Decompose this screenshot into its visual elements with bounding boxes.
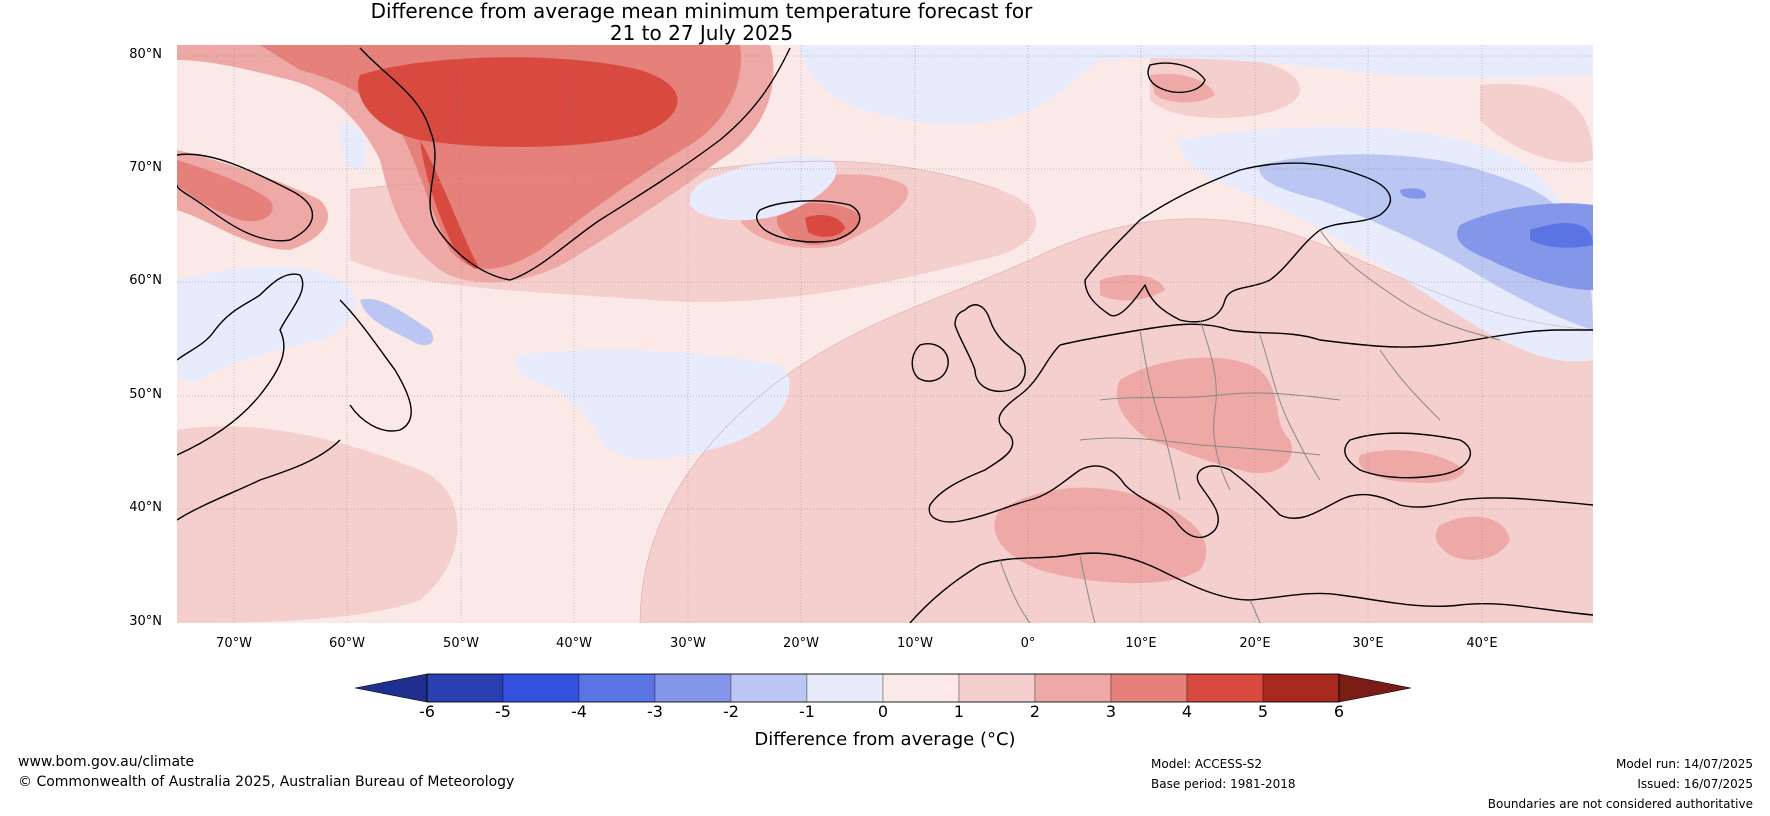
colorbar-tick-label: 6 (1333, 702, 1345, 721)
colorbar-tick-label: 4 (1181, 702, 1193, 721)
anomaly-2-to-3-svalbard (1150, 73, 1215, 103)
anomaly-3-to-4-baffin (177, 160, 273, 222)
model-text: Model: ACCESS-S2 (1151, 757, 1263, 771)
colorbar-segment (958, 673, 1036, 703)
anomaly-minus1-to-0-labrador (177, 266, 355, 382)
colorbar-extend-high (1338, 673, 1412, 703)
anomaly-minus3-to-minus2-white-sea (1400, 188, 1426, 199)
colorbar-segment (654, 673, 732, 703)
lon-label-30w: 30°W (670, 636, 706, 651)
country-borders (999, 229, 1501, 623)
anomaly-1-to-2-novaya-zemlya (1480, 83, 1593, 163)
colorbar-segment (1034, 673, 1112, 703)
lat-label-70n: 70°N (129, 160, 162, 175)
colorbar-tick-label: 5 (1257, 702, 1269, 721)
map-title-line-1: Difference from average mean minimum tem… (370, 0, 1033, 23)
disclaimer-text: Boundaries are not considered authoritat… (1487, 797, 1753, 811)
colorbar-segment (502, 673, 580, 703)
lat-label-60n: 60°N (129, 273, 162, 288)
lat-label-80n: 80°N (129, 47, 162, 62)
colorbar-segment (882, 673, 960, 703)
anomaly-minus2-to-minus1-labrador (360, 299, 434, 346)
model-run-text: Model run: 14/07/2025 (1615, 757, 1753, 771)
colorbar-tick-label: 0 (877, 702, 889, 721)
colorbar-tick-label: 2 (1029, 702, 1041, 721)
anomaly-4-to-5-iceland (805, 215, 845, 237)
colorbar-tick-label: -5 (495, 702, 511, 721)
anomaly-minus1-to-0-mid-atlantic (515, 349, 790, 459)
lon-label-0: 0° (1020, 636, 1036, 651)
colorbar-outline (426, 673, 1340, 703)
map-area (177, 45, 1593, 623)
colorbar-label: Difference from average (°C) (754, 729, 1016, 750)
colorbar-tick-label: -3 (647, 702, 663, 721)
base-period-text: Base period: 1981-2018 (1151, 777, 1296, 791)
map-title-line-2: 21 to 27 July 2025 (609, 21, 794, 45)
lon-label-60w: 60°W (329, 636, 365, 651)
graticule (177, 45, 1593, 623)
lon-label-20w: 20°W (783, 636, 819, 651)
lon-label-10e: 10°E (1125, 636, 1157, 651)
colorbar-segment (806, 673, 884, 703)
colorbar-tick-label: -2 (723, 702, 739, 721)
lat-label-40n: 40°N (129, 500, 162, 515)
lon-label-40w: 40°W (556, 636, 592, 651)
colorbar-segment (1186, 673, 1264, 703)
copyright-text: © Commonwealth of Australia 2025, Austra… (18, 774, 515, 790)
anomaly-2-to-3-central-europe (1116, 357, 1292, 474)
anomaly-2-to-3-turkey (1435, 516, 1510, 560)
colorbar-segment (1262, 673, 1340, 703)
lon-label-40e: 40°E (1466, 636, 1498, 651)
colorbar-extend-low (354, 673, 428, 703)
colorbar-segment (730, 673, 808, 703)
anomaly-1-to-2-west-atlantic (177, 426, 458, 623)
anomaly-minus1-to-0-denmark-strait (689, 155, 837, 221)
lon-label-50w: 50°W (443, 636, 479, 651)
anomaly-4-to-5-greenland (358, 57, 678, 147)
colorbar-segment (578, 673, 656, 703)
colorbar-tick-label: -4 (571, 702, 587, 721)
lat-label-50n: 50°N (129, 387, 162, 402)
lon-label-30e: 30°E (1352, 636, 1384, 651)
issued-text: Issued: 16/07/2025 (1637, 777, 1753, 791)
lat-label-30n: 30°N (129, 614, 162, 629)
lon-label-20e: 20°E (1239, 636, 1271, 651)
colorbar-tick-label: -6 (419, 702, 435, 721)
website-text: www.bom.gov.au/climate (18, 754, 195, 770)
colorbar-tick-label: 1 (953, 702, 965, 721)
anomaly-minus4-to-minus3-russia (1530, 223, 1593, 248)
lon-label-10w: 10°W (897, 636, 933, 651)
anomaly-1-to-2-europe (640, 218, 1593, 623)
anomaly-minus1-to-0-arctic (800, 45, 1593, 124)
colorbar (354, 673, 1412, 703)
colorbar-tick-label: -1 (799, 702, 815, 721)
anomaly-4-to-5-greenland-coast (420, 140, 479, 269)
colorbar-tick-label: 3 (1105, 702, 1117, 721)
colorbar-segment (426, 673, 504, 703)
anomaly-2-to-3-mediterranean (994, 487, 1207, 584)
anomaly-minus1-to-0-baffin-bay (340, 124, 367, 170)
colorbar-segment (1110, 673, 1188, 703)
anomaly-minus2-to-minus1-russia (1259, 154, 1593, 330)
lon-label-70w: 70°W (216, 636, 252, 651)
